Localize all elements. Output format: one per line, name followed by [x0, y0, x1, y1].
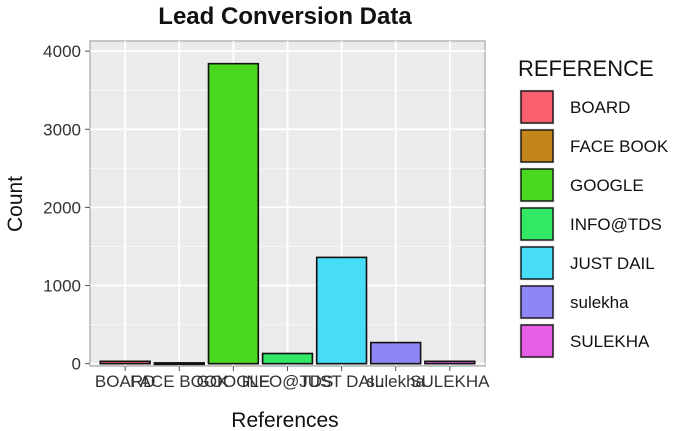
legend-label: sulekha [570, 293, 629, 312]
legend-label: FACE BOOK [570, 137, 669, 156]
legend-swatch [520, 90, 554, 124]
chart-title: Lead Conversion Data [158, 3, 412, 30]
x-tick-label: SULEKHA [410, 372, 490, 391]
x-tick-label: sulekha [366, 372, 425, 391]
x-tick-label: GOOGLE [197, 372, 271, 391]
x-tick-label: JUST DAIL [299, 372, 384, 391]
y-tick-label: 0 [72, 355, 81, 374]
legend-swatch [520, 207, 554, 241]
y-axis-ticks: 0 1000 2000 3000 4000 [43, 42, 90, 374]
x-axis-title: References [231, 409, 338, 431]
bars [99, 62, 476, 366]
legend-swatch [520, 324, 554, 358]
y-tick-label: 4000 [43, 42, 81, 61]
legend-title: REFERENCE [518, 56, 654, 81]
bar-just-dail [315, 256, 368, 365]
y-tick-label: 3000 [43, 120, 81, 139]
legend-swatch [520, 246, 554, 280]
legend-label: SULEKHA [570, 332, 650, 351]
legend-label: JUST DAIL [570, 254, 655, 273]
bar-sulekha [424, 360, 476, 365]
legend-label: INFO@TDS [570, 215, 662, 234]
bar-google [207, 62, 260, 365]
grid-lines [90, 41, 485, 366]
y-axis-title: Count [4, 176, 27, 232]
bar-sulekha [370, 341, 422, 365]
bar-info-tds [261, 352, 314, 365]
y-tick-label: 1000 [43, 277, 81, 296]
x-tick-label: INFO@TDS [242, 372, 334, 391]
legend-label: BOARD [570, 98, 630, 117]
x-tick-label: FACE BOOK [130, 372, 229, 391]
y-tick-label: 2000 [43, 198, 81, 217]
legend: REFERENCE BOARD FACE BOOK GOOGLE INFO@TDS JU… [518, 56, 669, 359]
legend-label: GOOGLE [570, 176, 644, 195]
bar-face-book [153, 362, 205, 366]
bar-board [99, 360, 151, 365]
legend-swatch [520, 129, 554, 163]
x-tick-label: BOARD [95, 372, 155, 391]
legend-swatch [520, 168, 554, 202]
legend-swatch [520, 285, 554, 319]
